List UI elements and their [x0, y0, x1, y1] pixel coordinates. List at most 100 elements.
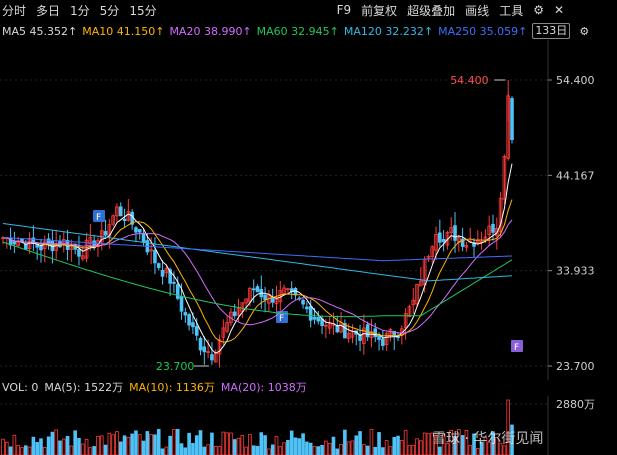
- candle-body: [251, 288, 256, 291]
- candle-body: [156, 263, 161, 269]
- volume-bar: [251, 445, 256, 455]
- candle-body: [175, 284, 180, 299]
- volume-bar: [187, 432, 191, 455]
- f-marker: [511, 340, 523, 352]
- candle-body: [510, 98, 514, 141]
- candle-body: [453, 225, 457, 241]
- tab-15min[interactable]: 15分: [129, 3, 157, 18]
- candle-body: [12, 241, 17, 245]
- candle-body: [274, 298, 279, 305]
- candle-body: [141, 233, 146, 243]
- volume-bar: [240, 435, 245, 455]
- volume-bar: [172, 429, 176, 455]
- volume-bar: [1, 438, 5, 455]
- volume-bar: [73, 430, 77, 455]
- candle-body: [495, 228, 499, 237]
- volume-bar: [354, 435, 359, 455]
- ma60-line: [2, 241, 513, 318]
- volume-bar: [31, 436, 36, 455]
- candle-body: [115, 206, 119, 217]
- candle-body: [263, 294, 267, 300]
- volume-bar: [274, 436, 279, 455]
- candle-body: [365, 324, 370, 338]
- candle-body: [381, 338, 385, 346]
- candle-body: [153, 250, 157, 264]
- volume-bar: [267, 448, 271, 455]
- gongju-button[interactable]: 工具: [499, 3, 524, 18]
- huaxian-button[interactable]: 画线: [465, 3, 490, 18]
- candle-body: [168, 269, 172, 284]
- volume-bar: [438, 446, 442, 455]
- volume-bar: [411, 444, 416, 455]
- volume-bar: [137, 434, 142, 455]
- candle-body: [194, 326, 199, 336]
- tab-5min[interactable]: 5分: [99, 3, 120, 18]
- candle-body: [236, 307, 241, 316]
- volume-bar: [194, 435, 199, 455]
- volume-bar: [217, 446, 222, 455]
- candle-body: [187, 314, 191, 326]
- volume-bar: [23, 445, 28, 455]
- volume-bar: [343, 429, 347, 455]
- candle-body: [134, 227, 138, 233]
- candle-body: [149, 249, 153, 252]
- volume-bar: [369, 429, 374, 455]
- volume-bar: [373, 446, 378, 455]
- volume-bar: [126, 437, 131, 455]
- candle-body: [80, 255, 85, 260]
- days-selector[interactable]: 133日: [532, 23, 571, 39]
- volume-bar: [229, 432, 233, 455]
- candle-body: [308, 306, 313, 321]
- price-axis-label: 44.167: [556, 169, 595, 182]
- tab-fenshi[interactable]: 分时: [2, 3, 27, 18]
- candle-body: [160, 269, 165, 277]
- ma120-line: [2, 223, 513, 282]
- volume-bar: [320, 445, 324, 455]
- candle-body: [403, 313, 408, 329]
- tab-duori[interactable]: 多日: [36, 3, 61, 18]
- low-annotation: 23.700: [156, 360, 195, 373]
- candle-body: [46, 238, 51, 244]
- tab-1min[interactable]: 1分: [70, 3, 90, 18]
- fuquan-button[interactable]: 前复权: [361, 3, 398, 18]
- candle-body: [407, 306, 412, 317]
- volume-bar: [16, 445, 20, 455]
- volume-bar: [54, 429, 58, 455]
- settings-gear-icon[interactable]: ⚙: [579, 24, 590, 38]
- candle-body: [502, 156, 507, 200]
- candle-body: [23, 243, 28, 250]
- kline-chart[interactable]: 54.400 23.700 F F F 54.400 44.167 33.933 23.700: [0, 40, 617, 380]
- candle-body: [487, 225, 492, 236]
- volume-bar: [8, 446, 13, 455]
- candle-body: [232, 311, 237, 317]
- candle-body: [449, 227, 454, 233]
- candle-body: [312, 316, 317, 320]
- volume-bar: [20, 447, 24, 455]
- price-axis-label: 54.400: [556, 74, 595, 87]
- candle-body: [415, 283, 419, 305]
- candle-body: [286, 288, 290, 291]
- candle-body: [476, 240, 480, 244]
- candle-body: [244, 298, 248, 304]
- candle-body: [335, 325, 340, 333]
- close-icon[interactable]: ✕: [553, 3, 565, 17]
- spacer: [0, 20, 617, 22]
- volume-bar: [46, 436, 51, 455]
- candle-body: [472, 242, 476, 247]
- volume-bar: [407, 445, 412, 455]
- candle-body: [362, 327, 366, 344]
- volume-bar: [449, 429, 454, 455]
- volume-bar: [115, 431, 119, 455]
- gear-icon[interactable]: ⚙: [533, 3, 544, 17]
- volume-bar: [289, 430, 294, 455]
- volume-bar: [308, 442, 313, 455]
- volume-chart[interactable]: 2880万: [0, 396, 617, 455]
- volume-bar: [191, 443, 195, 455]
- candle-body: [483, 236, 488, 240]
- ma5-line: [2, 163, 513, 354]
- volume-bar: [221, 431, 226, 455]
- candle-body: [316, 317, 321, 322]
- f9-button[interactable]: F9: [336, 3, 352, 17]
- volume-bar: [4, 441, 9, 455]
- diejia-button[interactable]: 超级叠加: [407, 3, 456, 18]
